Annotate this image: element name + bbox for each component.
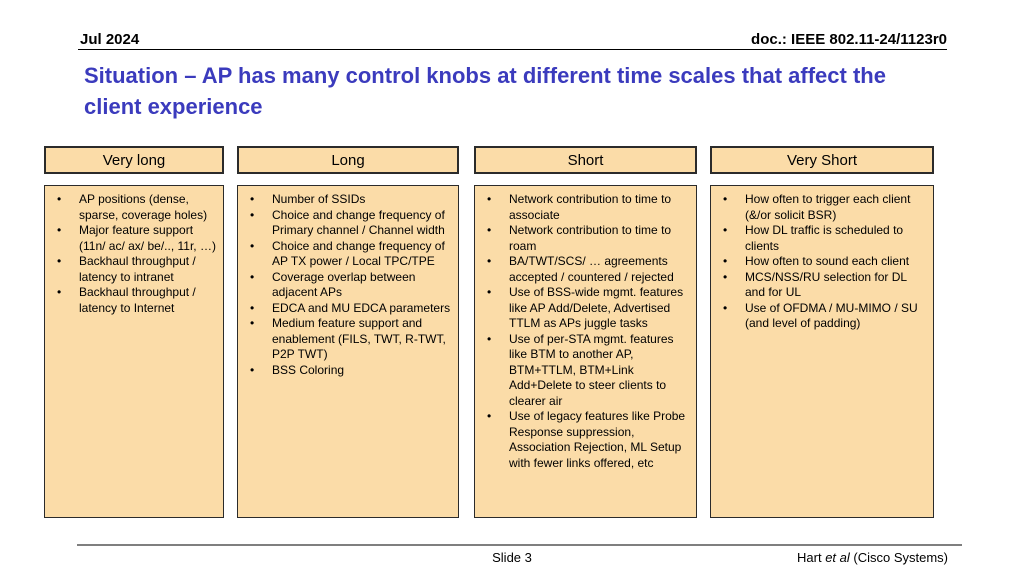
header-divider bbox=[78, 49, 947, 50]
attribution-name: Hart bbox=[797, 550, 826, 565]
list-item: Medium feature support and enablement (F… bbox=[238, 316, 458, 363]
list-item: Use of OFDMA / MU-MIMO / SU (and level o… bbox=[711, 301, 933, 332]
header-date: Jul 2024 bbox=[80, 31, 140, 48]
list-item: Use of legacy features like Probe Respon… bbox=[475, 409, 696, 471]
column-header-short: Short bbox=[474, 146, 697, 174]
list-item: How often to trigger each client (&/or s… bbox=[711, 192, 933, 223]
bullet-list: How often to trigger each client (&/or s… bbox=[711, 192, 933, 332]
slide-title: Situation – AP has many control knobs at… bbox=[84, 63, 886, 119]
column-body-very-short: How often to trigger each client (&/or s… bbox=[710, 185, 934, 518]
list-item: Choice and change frequency of Primary c… bbox=[238, 208, 458, 239]
column-header-long: Long bbox=[237, 146, 459, 174]
list-item: BA/TWT/SCS/ … agreements accepted / coun… bbox=[475, 254, 696, 285]
attribution: Hart et al (Cisco Systems) bbox=[797, 550, 948, 565]
list-item: AP positions (dense, sparse, coverage ho… bbox=[45, 192, 223, 223]
list-item: Use of BSS-wide mgmt. features like AP A… bbox=[475, 285, 696, 332]
list-item: How DL traffic is scheduled to clients bbox=[711, 223, 933, 254]
list-item: Number of SSIDs bbox=[238, 192, 458, 208]
list-item: Backhaul throughput / latency to Interne… bbox=[45, 285, 223, 316]
list-item: MCS/NSS/RU selection for DL and for UL bbox=[711, 270, 933, 301]
bullet-list: Network contribution to time to associat… bbox=[475, 192, 696, 471]
column-header-very-short: Very Short bbox=[710, 146, 934, 174]
column-body-very-long: AP positions (dense, sparse, coverage ho… bbox=[44, 185, 224, 518]
footer-divider bbox=[77, 544, 962, 546]
attribution-et-al: et al bbox=[825, 550, 850, 565]
attribution-affiliation: (Cisco Systems) bbox=[849, 550, 948, 565]
list-item: Major feature support (11n/ ac/ ax/ be/.… bbox=[45, 223, 223, 254]
column-body-long: Number of SSIDs Choice and change freque… bbox=[237, 185, 459, 518]
list-item: Backhaul throughput / latency to intrane… bbox=[45, 254, 223, 285]
slide-number: Slide 3 bbox=[492, 550, 532, 565]
list-item: How often to sound each client bbox=[711, 254, 933, 270]
bullet-list: Number of SSIDs Choice and change freque… bbox=[238, 192, 458, 378]
list-item: Use of per-STA mgmt. features like BTM t… bbox=[475, 332, 696, 410]
list-item: EDCA and MU EDCA parameters bbox=[238, 301, 458, 317]
column-body-short: Network contribution to time to associat… bbox=[474, 185, 697, 518]
bullet-list: AP positions (dense, sparse, coverage ho… bbox=[45, 192, 223, 316]
header-doc-id: doc.: IEEE 802.11-24/1123r0 bbox=[751, 31, 947, 48]
column-header-very-long: Very long bbox=[44, 146, 224, 174]
list-item: Network contribution to time to associat… bbox=[475, 192, 696, 223]
list-item: Coverage overlap between adjacent APs bbox=[238, 270, 458, 301]
list-item: BSS Coloring bbox=[238, 363, 458, 379]
list-item: Choice and change frequency of AP TX pow… bbox=[238, 239, 458, 270]
list-item: Network contribution to time to roam bbox=[475, 223, 696, 254]
